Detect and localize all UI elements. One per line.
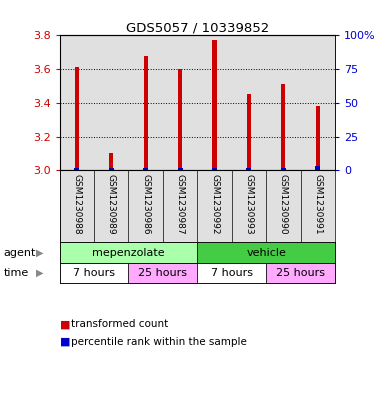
Bar <box>197 263 266 283</box>
Text: 7 hours: 7 hours <box>211 268 253 278</box>
Bar <box>246 167 251 170</box>
Text: GSM1230992: GSM1230992 <box>210 174 219 234</box>
Text: time: time <box>4 268 29 278</box>
Bar <box>266 263 335 283</box>
Bar <box>144 55 148 170</box>
Text: ▶: ▶ <box>36 248 44 258</box>
Text: ■: ■ <box>60 337 70 347</box>
Bar <box>109 153 113 170</box>
Text: ▶: ▶ <box>36 268 44 278</box>
Bar <box>129 263 197 283</box>
Bar <box>177 167 182 170</box>
Bar <box>60 242 197 263</box>
Text: agent: agent <box>4 248 36 258</box>
Text: GSM1230989: GSM1230989 <box>107 174 116 235</box>
Bar <box>247 94 251 170</box>
Bar <box>197 242 335 263</box>
Text: GSM1230986: GSM1230986 <box>141 174 150 235</box>
Text: 7 hours: 7 hours <box>73 268 115 278</box>
Bar <box>315 165 320 170</box>
Text: GSM1230988: GSM1230988 <box>72 174 81 235</box>
Bar <box>212 167 217 170</box>
Text: 25 hours: 25 hours <box>138 268 187 278</box>
Bar <box>316 106 320 170</box>
Bar <box>281 167 286 170</box>
Text: GSM1230990: GSM1230990 <box>279 174 288 235</box>
Text: GSM1230987: GSM1230987 <box>176 174 185 235</box>
Bar <box>213 40 217 170</box>
Text: GSM1230993: GSM1230993 <box>244 174 253 235</box>
Bar <box>109 167 114 170</box>
Text: ■: ■ <box>60 319 70 329</box>
Text: GSM1230991: GSM1230991 <box>313 174 322 235</box>
Bar <box>60 263 129 283</box>
Text: mepenzolate: mepenzolate <box>92 248 165 258</box>
Text: vehicle: vehicle <box>246 248 286 258</box>
Text: transformed count: transformed count <box>71 319 169 329</box>
Text: 25 hours: 25 hours <box>276 268 325 278</box>
Bar <box>281 84 285 170</box>
Bar <box>143 167 148 170</box>
Bar <box>178 69 182 170</box>
Bar <box>75 68 79 170</box>
Title: GDS5057 / 10339852: GDS5057 / 10339852 <box>126 21 269 34</box>
Text: percentile rank within the sample: percentile rank within the sample <box>71 337 247 347</box>
Bar <box>74 167 79 170</box>
